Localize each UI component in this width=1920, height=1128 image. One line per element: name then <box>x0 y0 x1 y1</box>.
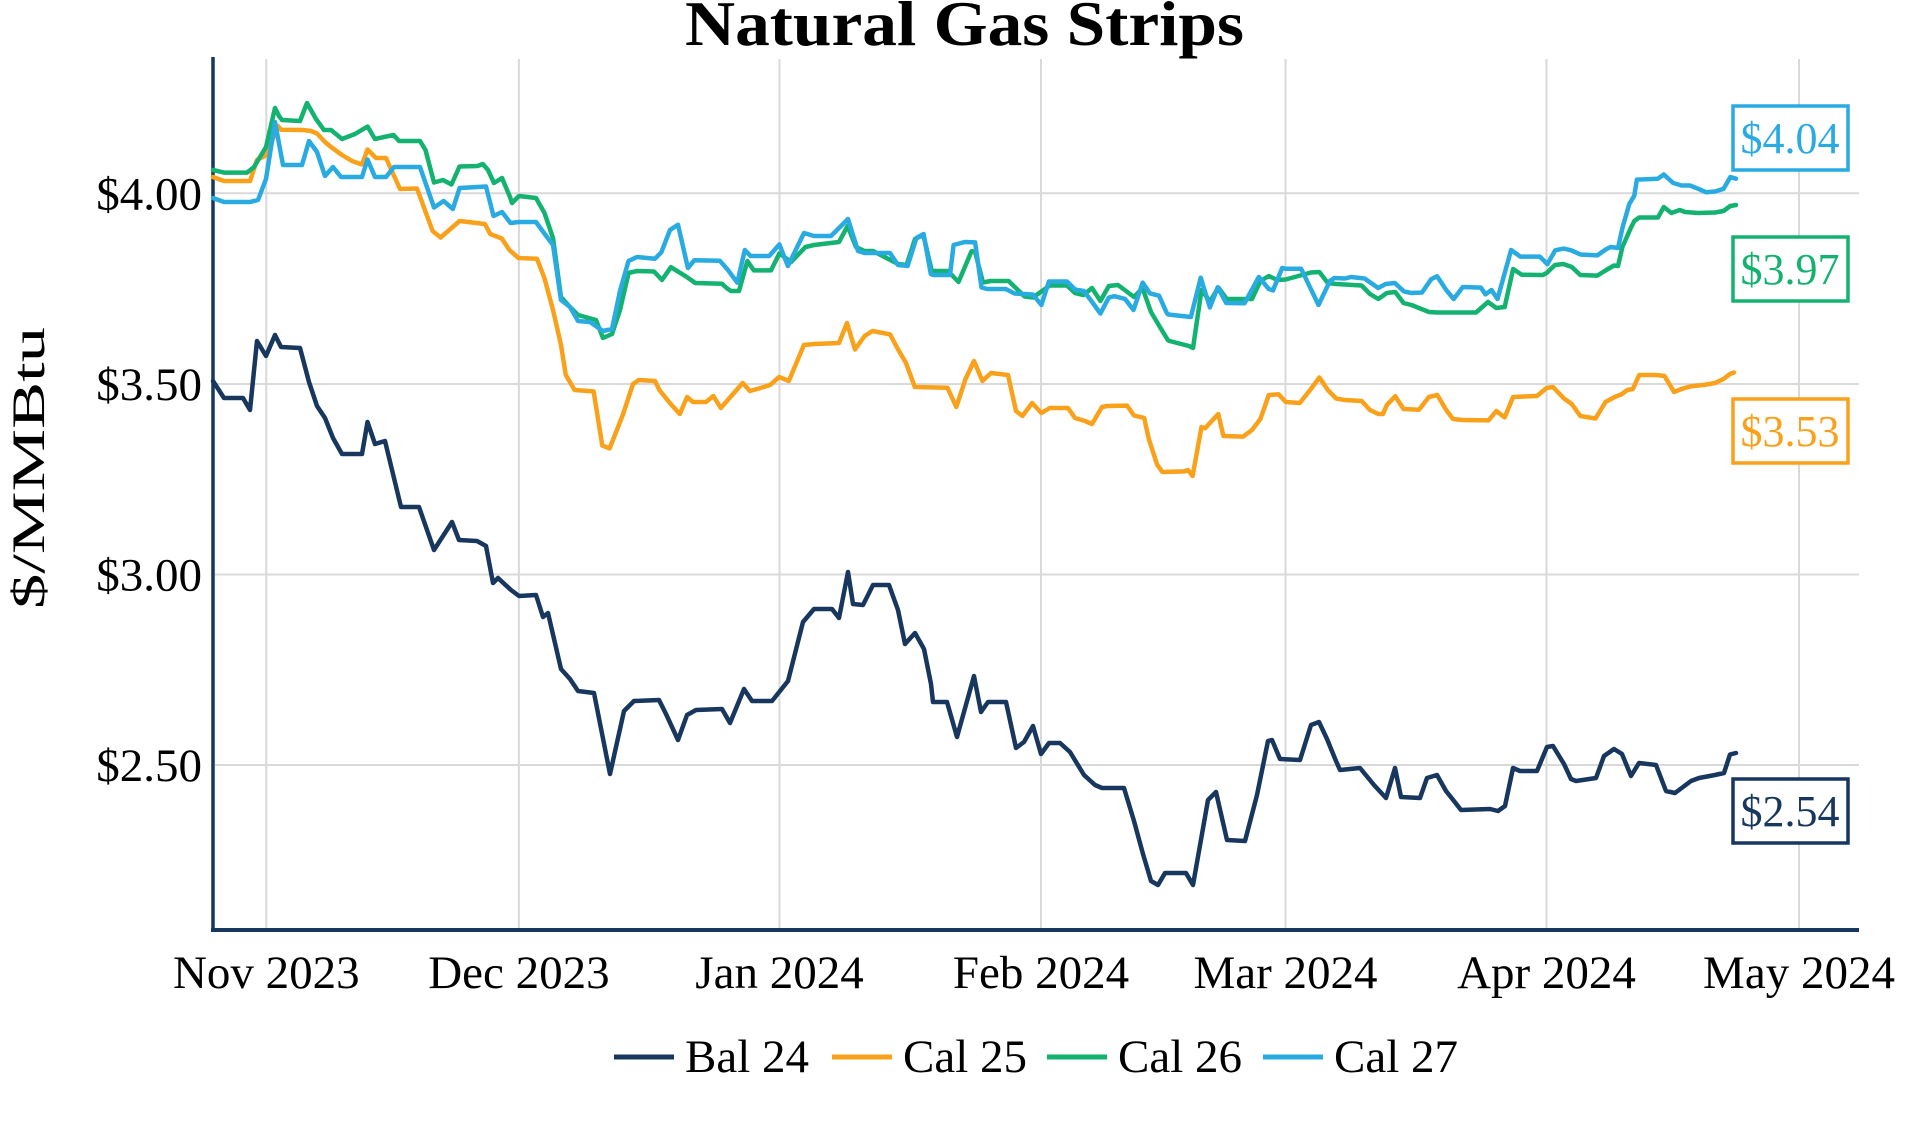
svg-text:Dec 2023: Dec 2023 <box>428 947 609 999</box>
svg-text:$3.53: $3.53 <box>1741 407 1840 456</box>
svg-text:Cal 26: Cal 26 <box>1118 1031 1242 1083</box>
svg-text:Cal 27: Cal 27 <box>1334 1031 1458 1083</box>
svg-text:$2.54: $2.54 <box>1741 787 1840 836</box>
svg-text:Cal 25: Cal 25 <box>903 1031 1027 1083</box>
svg-text:$3.50: $3.50 <box>96 359 202 411</box>
svg-text:$3.00: $3.00 <box>96 550 202 602</box>
svg-text:Bal 24: Bal 24 <box>685 1031 809 1083</box>
svg-text:Jan 2024: Jan 2024 <box>695 947 863 999</box>
svg-text:Natural Gas Strips: Natural Gas Strips <box>685 0 1244 59</box>
svg-text:$3.97: $3.97 <box>1741 245 1840 294</box>
svg-text:Mar 2024: Mar 2024 <box>1193 947 1377 999</box>
svg-text:Nov 2023: Nov 2023 <box>173 947 360 999</box>
svg-text:$/MMBtu: $/MMBtu <box>3 327 55 609</box>
svg-text:Apr 2024: Apr 2024 <box>1457 947 1636 999</box>
svg-text:$4.04: $4.04 <box>1741 114 1840 163</box>
svg-text:May 2024: May 2024 <box>1703 947 1895 999</box>
svg-text:$2.50: $2.50 <box>96 740 202 792</box>
svg-text:Feb 2024: Feb 2024 <box>953 947 1129 999</box>
svg-text:$4.00: $4.00 <box>96 168 202 220</box>
